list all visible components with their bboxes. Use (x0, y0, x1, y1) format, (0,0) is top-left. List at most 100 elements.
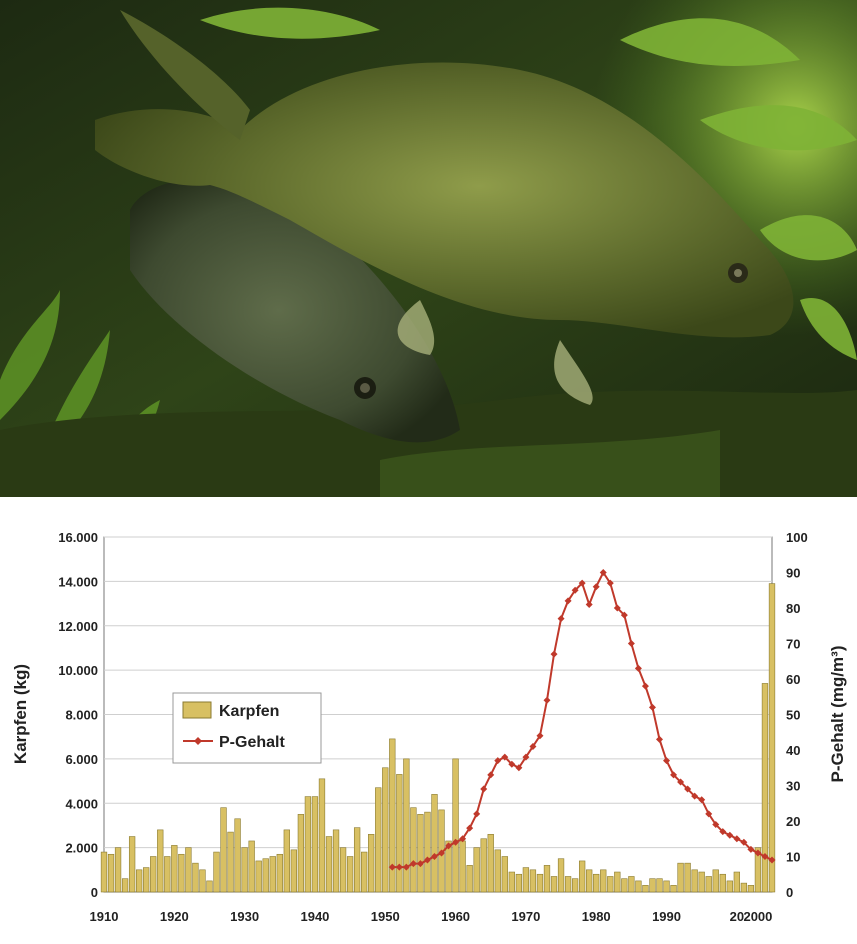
p-gehalt-point (606, 579, 614, 587)
karpfen-bar (452, 758, 459, 893)
p-gehalt-point (494, 757, 502, 765)
p-gehalt-point (627, 640, 635, 647)
p-gehalt-point (529, 742, 537, 750)
karpfen-bar (318, 778, 326, 893)
p-gehalt-point (599, 569, 607, 576)
karpfen-bar (431, 794, 438, 893)
x-tick-label: 1920 (160, 909, 189, 924)
p-gehalt-point (536, 732, 544, 740)
karpfen-bar (445, 840, 452, 893)
karpfen-bar (262, 858, 269, 893)
karpfen-bar (480, 838, 487, 893)
karpfen-bar (178, 853, 185, 893)
p-gehalt-point (634, 664, 642, 672)
karpfen-bar (213, 851, 220, 893)
karpfen-bar (107, 853, 115, 893)
karpfen-bar (192, 862, 199, 893)
karpfen-bar (628, 876, 635, 893)
karpfen-bar (220, 807, 227, 893)
right-axis-ticks: 0 10 20 30 40 50 60 70 80 90 100 (786, 530, 808, 900)
karpfen-bar (550, 876, 558, 893)
karpfen-bar (529, 869, 537, 893)
legend-karpfen-label: Karpfen (219, 703, 279, 720)
karpfen-bar (234, 818, 241, 893)
right-tick-label: 30 (786, 779, 800, 794)
karpfen-bar (712, 869, 719, 893)
karpfen-bar (403, 758, 410, 893)
karpfen-bar (410, 807, 417, 893)
p-gehalt-point (712, 821, 720, 829)
right-tick-label: 20 (786, 814, 800, 829)
p-gehalt-point (655, 735, 663, 743)
p-gehalt-point (641, 682, 649, 690)
karpfen-bar (487, 834, 494, 893)
karpfen-bar (698, 871, 705, 893)
p-gehalt-point (726, 831, 734, 839)
legend-karpfen-swatch (182, 701, 212, 719)
karpfen-bar (143, 867, 150, 893)
karpfen-bar (670, 885, 677, 893)
karpfen-bar (290, 849, 298, 893)
p-gehalt-point (416, 860, 424, 868)
left-tick-label: 12.000 (58, 619, 98, 634)
p-gehalt-point (592, 583, 600, 591)
right-tick-label: 90 (786, 566, 800, 581)
right-tick-label: 100 (786, 530, 808, 545)
karpfen-bar (150, 856, 157, 893)
karpfen-bars (100, 583, 776, 893)
karpfen-bar (353, 827, 361, 893)
left-tick-label: 10.000 (58, 663, 98, 678)
karpfen-bar (578, 860, 586, 893)
p-gehalt-point (733, 835, 741, 843)
karpfen-bar (754, 847, 762, 893)
karpfen-bar (417, 814, 424, 893)
karpfen-bar (304, 796, 312, 893)
karpfen-bar (494, 849, 501, 893)
left-tick-label: 2.000 (65, 841, 98, 856)
karpfen-bar (761, 683, 769, 893)
karpfen-bar (382, 767, 389, 893)
p-gehalt-point (543, 696, 551, 704)
karpfen-bar (684, 862, 691, 893)
left-tick-label: 8.000 (65, 708, 98, 723)
p-gehalt-point (564, 597, 572, 605)
karpfen-bar (297, 814, 305, 893)
p-gehalt-point (501, 753, 509, 761)
p-gehalt-point (698, 796, 706, 804)
karpfen-bar (136, 869, 143, 893)
p-gehalt-point (740, 838, 748, 846)
x-tick-label: 1970 (511, 909, 540, 924)
karpfen-bar (508, 871, 515, 893)
karpfen-bar (199, 869, 206, 893)
karpfen-bar (747, 885, 755, 893)
x-tick-label: 1910 (90, 909, 119, 924)
karpfen-bar (473, 847, 480, 893)
p-gehalt-point (452, 838, 460, 846)
left-tick-label: 16.000 (58, 530, 98, 545)
karpfen-bar (241, 847, 248, 893)
right-tick-label: 10 (786, 850, 800, 865)
x-tick-label: 20 (730, 909, 744, 924)
p-gehalt-point (663, 757, 671, 765)
right-tick-label: 0 (786, 885, 793, 900)
p-gehalt-point (473, 810, 481, 818)
right-tick-label: 60 (786, 672, 800, 687)
p-gehalt-point (648, 703, 656, 711)
p-gehalt-point (578, 579, 586, 587)
karpfen-bar (164, 856, 171, 893)
p-gehalt-point (423, 856, 431, 864)
p-gehalt-point (557, 615, 565, 623)
karpfen-bar (705, 876, 712, 893)
karpfen-bar (114, 847, 122, 893)
p-gehalt-point (430, 853, 438, 860)
karpfen-bar (100, 851, 108, 893)
karpfen-bar (227, 831, 234, 893)
karpfen-bar (564, 876, 572, 893)
p-gehalt-point (522, 753, 530, 761)
legend: Karpfen P-Gehalt (172, 692, 322, 764)
karpfen-bar (515, 873, 523, 893)
right-tick-label: 80 (786, 601, 800, 616)
karpfen-bar (283, 829, 290, 893)
left-axis-ticks: 0 2.000 4.000 6.000 8.000 10.000 12.000 14.000 1… (58, 530, 98, 900)
karpfen-bar (726, 880, 733, 893)
